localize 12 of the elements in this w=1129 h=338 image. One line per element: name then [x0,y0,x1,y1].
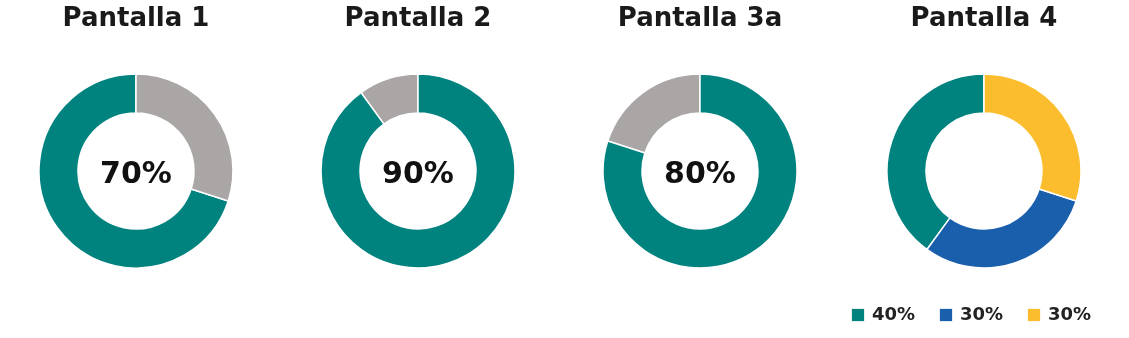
donut-slice [602,73,798,269]
chart-title: Pantalla 4 [910,2,1058,32]
text: 80% [664,155,736,190]
legend-label: 30% [1048,303,1092,324]
legend-label: 40% [872,303,916,324]
chart-title: Pantalla 1 [62,2,210,32]
chart-title: Pantalla 3a [617,2,783,32]
text: 70% [100,155,172,190]
text: 90% [382,155,454,190]
donut-slice [320,73,516,269]
legend-label: 30% [960,303,1004,324]
chart-title: Pantalla 2 [344,2,492,32]
